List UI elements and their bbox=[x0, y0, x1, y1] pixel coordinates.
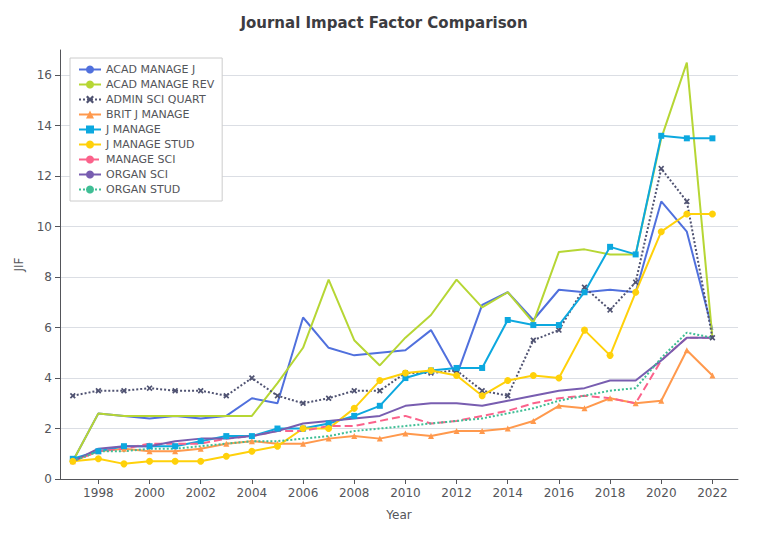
svg-text:2000: 2000 bbox=[134, 486, 165, 500]
svg-text:14: 14 bbox=[37, 119, 52, 133]
svg-text:2012: 2012 bbox=[441, 486, 472, 500]
svg-text:2006: 2006 bbox=[288, 486, 319, 500]
svg-text:2016: 2016 bbox=[544, 486, 575, 500]
svg-text:Journal Impact Factor Comparis: Journal Impact Factor Comparison bbox=[239, 14, 527, 32]
svg-text:0: 0 bbox=[44, 472, 52, 486]
svg-text:2008: 2008 bbox=[339, 486, 370, 500]
svg-text:2: 2 bbox=[44, 422, 52, 436]
svg-text:2010: 2010 bbox=[390, 486, 421, 500]
svg-text:2014: 2014 bbox=[492, 486, 523, 500]
svg-text:ACAD MANAGE J: ACAD MANAGE J bbox=[106, 63, 195, 76]
svg-text:Year: Year bbox=[385, 508, 411, 522]
svg-text:J MANAGE: J MANAGE bbox=[105, 123, 161, 136]
svg-text:JIF: JIF bbox=[12, 257, 26, 272]
svg-text:1998: 1998 bbox=[83, 486, 114, 500]
svg-text:ORGAN STUD: ORGAN STUD bbox=[106, 183, 180, 196]
svg-text:2020: 2020 bbox=[646, 486, 677, 500]
svg-text:ACAD MANAGE REV: ACAD MANAGE REV bbox=[106, 78, 215, 91]
svg-text:ADMIN SCI QUART: ADMIN SCI QUART bbox=[106, 93, 206, 106]
svg-text:12: 12 bbox=[37, 169, 52, 183]
svg-text:16: 16 bbox=[37, 68, 52, 82]
svg-text:BRIT J MANAGE: BRIT J MANAGE bbox=[106, 108, 189, 121]
svg-text:J MANAGE STUD: J MANAGE STUD bbox=[105, 138, 195, 151]
svg-text:2002: 2002 bbox=[185, 486, 216, 500]
svg-text:MANAGE SCI: MANAGE SCI bbox=[106, 153, 175, 166]
svg-text:10: 10 bbox=[37, 220, 52, 234]
svg-text:2018: 2018 bbox=[595, 486, 626, 500]
svg-text:ORGAN SCI: ORGAN SCI bbox=[106, 168, 168, 181]
svg-text:8: 8 bbox=[44, 270, 52, 284]
svg-text:2022: 2022 bbox=[697, 486, 728, 500]
svg-text:2004: 2004 bbox=[237, 486, 268, 500]
svg-text:4: 4 bbox=[44, 371, 52, 385]
svg-text:6: 6 bbox=[44, 321, 52, 335]
